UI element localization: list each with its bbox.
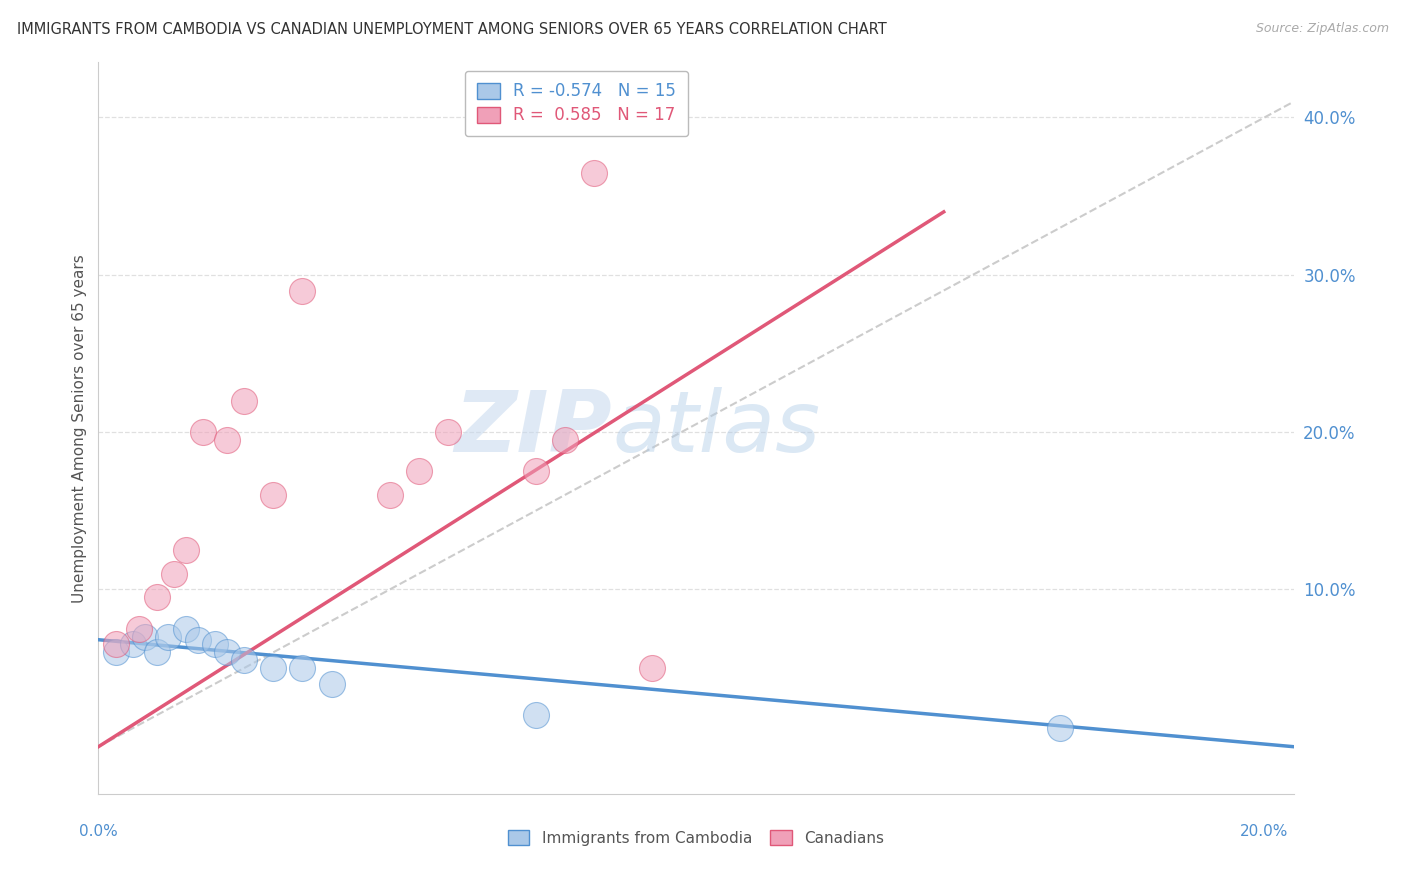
Point: [134, 630, 156, 644]
Point: [104, 645, 127, 659]
Point: [291, 661, 314, 675]
Point: [174, 543, 197, 558]
Point: [262, 661, 284, 675]
Point: [262, 488, 284, 502]
Point: [233, 393, 256, 408]
Point: [193, 425, 215, 439]
Text: Source: ZipAtlas.com: Source: ZipAtlas.com: [1256, 22, 1389, 36]
Point: [582, 165, 605, 179]
Y-axis label: Unemployment Among Seniors over 65 years: Unemployment Among Seniors over 65 years: [72, 254, 87, 602]
Point: [408, 464, 430, 478]
Point: [437, 425, 460, 439]
Point: [145, 645, 167, 659]
Point: [145, 591, 167, 605]
Text: 0.0%: 0.0%: [79, 824, 118, 839]
Point: [554, 433, 576, 447]
Point: [378, 488, 401, 502]
Text: atlas: atlas: [613, 386, 820, 470]
Legend: Immigrants from Cambodia, Canadians: Immigrants from Cambodia, Canadians: [502, 824, 890, 852]
Point: [104, 637, 127, 651]
Point: [1049, 721, 1071, 735]
Text: IMMIGRANTS FROM CAMBODIA VS CANADIAN UNEMPLOYMENT AMONG SENIORS OVER 65 YEARS CO: IMMIGRANTS FROM CAMBODIA VS CANADIAN UNE…: [17, 22, 887, 37]
Point: [204, 637, 226, 651]
Point: [128, 622, 150, 636]
Text: 20.0%: 20.0%: [1240, 824, 1288, 839]
Point: [174, 622, 197, 636]
Point: [291, 284, 314, 298]
Point: [524, 708, 547, 723]
Point: [641, 661, 664, 675]
Point: [215, 433, 238, 447]
Point: [157, 630, 180, 644]
Point: [233, 653, 256, 667]
Point: [186, 632, 208, 647]
Point: [163, 566, 186, 581]
Point: [122, 637, 145, 651]
Point: [215, 645, 238, 659]
Point: [321, 677, 343, 691]
Point: [524, 464, 547, 478]
Text: ZIP: ZIP: [454, 386, 613, 470]
